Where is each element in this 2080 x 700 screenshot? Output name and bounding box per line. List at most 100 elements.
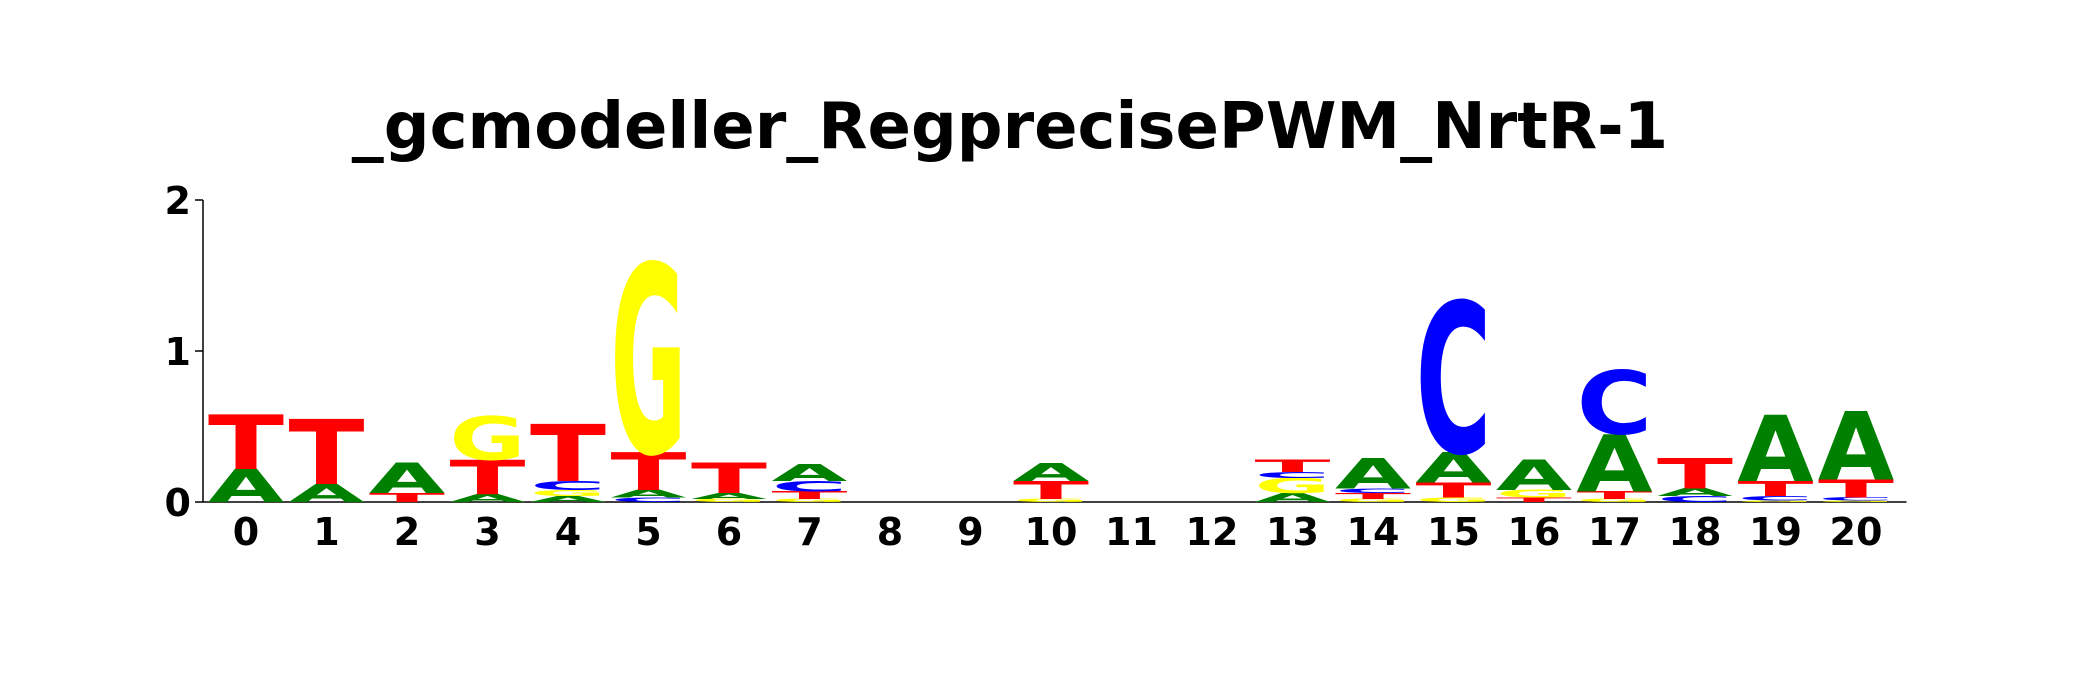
logo-letter-C: C — [1255, 470, 1331, 480]
logo-letter-G: G — [530, 488, 606, 498]
logo-letter-A: A — [1577, 418, 1653, 510]
logo-letter-C: C — [1576, 353, 1652, 455]
logo-letter-A: A — [1013, 458, 1090, 487]
x-tick-label: 0 — [233, 510, 259, 554]
logo-letter-G: G — [1335, 498, 1411, 503]
logo-column-16: TGA — [1496, 451, 1572, 503]
logo-letter-A: A — [1818, 393, 1894, 502]
logo-letter-A: A — [1416, 444, 1492, 492]
x-tick-label: 19 — [1749, 510, 1802, 554]
logo-letter-A: A — [1738, 397, 1814, 503]
logo-letter-G: G — [1496, 488, 1572, 500]
x-tick-label: 9 — [957, 510, 983, 554]
logo-column-3: ATG — [450, 405, 526, 506]
x-tick-label: 8 — [877, 510, 903, 554]
logo-letter-G: G — [1818, 500, 1894, 502]
logo-letter-T: T — [369, 490, 445, 505]
logo-column-6: GAT — [691, 454, 767, 503]
logo-letter-T: T — [208, 400, 284, 487]
logo-letter-G: G — [1255, 474, 1331, 498]
logo-letter-C: C — [1818, 497, 1894, 502]
x-tick-label: 10 — [1025, 510, 1078, 554]
logo-letter-T: T — [611, 442, 687, 502]
logo-letter-T: T — [1496, 496, 1572, 503]
logo-letter-A: A — [691, 491, 767, 501]
logo-letter-T: T — [1335, 491, 1411, 501]
x-tick-label: 6 — [716, 510, 742, 554]
y-tick-label: 2 — [165, 179, 191, 223]
logo-letter-C: C — [530, 479, 606, 493]
logo-letter-A: A — [450, 493, 526, 505]
chart-title: _gcmodeller_RegprecisePWM_NrtR-1 — [352, 90, 1668, 164]
logo-letter-G: G — [1738, 500, 1814, 502]
logo-letter-C: C — [1335, 487, 1411, 494]
logo-column-2: TA — [369, 454, 445, 505]
logo-letter-T: T — [1255, 456, 1331, 475]
logo-letter-A: A — [1657, 486, 1733, 498]
x-tick-labels: 0 1 2 3 4 5 6 7 8 9 10 11 12 13 14 15 16 17 18 19 20 — [233, 510, 1883, 554]
logo-letter-A: A — [289, 479, 366, 508]
logo-letter-T: T — [1416, 478, 1492, 502]
x-tick-label: 7 — [796, 510, 822, 554]
logo-letter-C: C — [1738, 495, 1814, 502]
logo-column-1: AT — [289, 401, 366, 508]
logo-letter-T: T — [1818, 475, 1894, 504]
logo-letter-C: C — [611, 496, 687, 503]
logo-letter-T: T — [530, 407, 606, 499]
logo-letter-T: T — [289, 401, 365, 505]
logo-letter-G: G — [772, 498, 848, 503]
x-tick-label: 3 — [474, 510, 500, 554]
y-tick-labels: 0 1 2 — [165, 179, 203, 525]
x-tick-label: 20 — [1830, 510, 1883, 554]
x-tick-label: 17 — [1588, 510, 1641, 554]
x-tick-label: 12 — [1186, 510, 1239, 554]
logo-letter-A: A — [1496, 451, 1572, 499]
logo-letter-A: A — [1335, 450, 1411, 498]
x-tick-label: 13 — [1266, 510, 1319, 554]
logo-letter-A: A — [1255, 490, 1331, 505]
x-tick-label: 14 — [1347, 510, 1400, 554]
x-tick-label: 18 — [1669, 510, 1722, 554]
logo-letter-G: G — [1013, 498, 1089, 503]
logo-letter-A: A — [530, 494, 606, 504]
x-tick-label: 2 — [394, 510, 420, 554]
logo-letter-T: T — [1013, 476, 1089, 505]
logo-letter-T: T — [772, 489, 848, 501]
logo-letter-G: G — [450, 405, 526, 474]
logo-letter-T: T — [1657, 450, 1733, 498]
logo-column-10: GTA — [1013, 458, 1090, 505]
x-tick-label: 15 — [1427, 510, 1480, 554]
logo-letter-G: G — [1577, 498, 1653, 503]
logo-letter-G: G — [611, 212, 687, 513]
y-tick-label: 1 — [165, 330, 191, 374]
x-tick-label: 11 — [1105, 510, 1158, 554]
logo-letter-G: G — [1416, 496, 1492, 503]
logo-letter-T: T — [450, 451, 526, 507]
logo-letter-T: T — [1738, 477, 1814, 501]
x-tick-label: 4 — [555, 510, 581, 554]
logo-letter-A: A — [369, 454, 445, 502]
x-tick-label: 16 — [1508, 510, 1561, 554]
logo-letter-C: C — [1416, 260, 1492, 502]
logo-letter-C: C — [771, 478, 847, 495]
logo-column-18: CAT — [1657, 450, 1733, 504]
logo-column-0: AT — [208, 400, 284, 513]
logo-letter-A: A — [611, 488, 687, 500]
x-tick-label: 5 — [635, 510, 661, 554]
logo-letter-T: T — [1577, 489, 1653, 501]
logo-letter-T: T — [691, 454, 767, 502]
logo-letter-C: C — [1657, 494, 1733, 504]
logo-letter-G: G — [691, 498, 767, 503]
logo-letter-A: A — [208, 460, 284, 513]
